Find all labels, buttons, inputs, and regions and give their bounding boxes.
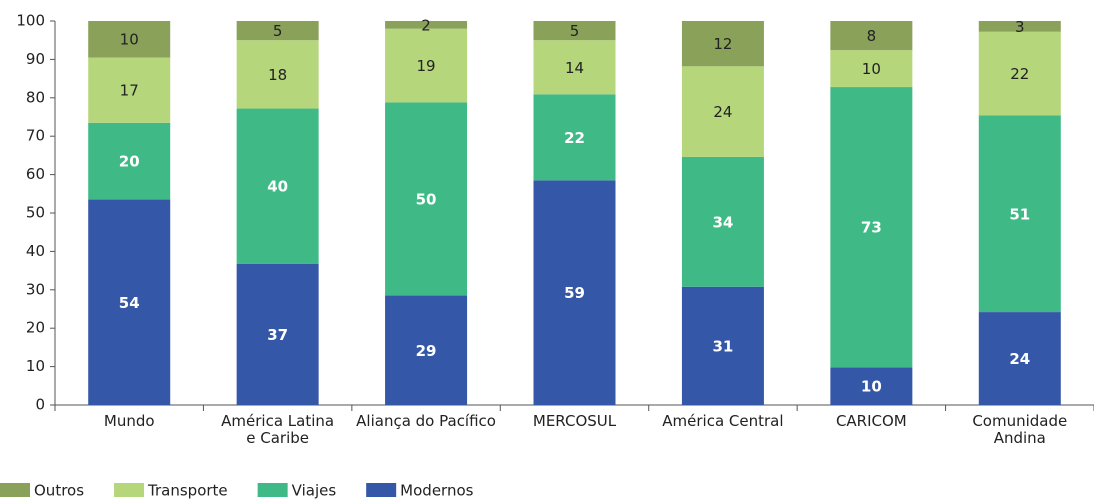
data-label: 2	[421, 16, 431, 34]
bar-segment	[88, 122, 171, 200]
y-tick-label: 60	[26, 165, 45, 183]
data-label: 59	[564, 284, 585, 302]
y-tick-label: 0	[35, 396, 45, 414]
legend-swatch	[257, 483, 288, 497]
legend-label: Transporte	[147, 482, 228, 500]
data-label: 3	[1015, 18, 1025, 36]
x-tick-label-line: América Central	[662, 412, 783, 430]
y-tick-label: 90	[26, 50, 45, 68]
data-label: 14	[565, 59, 584, 77]
data-label: 5	[570, 22, 580, 40]
legend-swatch	[114, 483, 145, 497]
bar-segment	[385, 28, 468, 103]
bar-segment	[830, 87, 913, 368]
bar-segment	[681, 156, 764, 287]
x-tick-label: Comunidade Andina	[972, 412, 1067, 447]
bar-segment	[978, 21, 1061, 32]
x-tick-label: MERCOSUL	[533, 412, 617, 430]
data-label: 12	[713, 35, 732, 53]
bar-segment	[830, 367, 913, 405]
data-label: 24	[713, 103, 732, 121]
data-label: 22	[564, 129, 585, 147]
bar-segment	[681, 66, 764, 157]
bar-segment	[88, 21, 171, 58]
bar-segment	[533, 40, 616, 95]
data-label: 50	[416, 190, 437, 208]
bar-segment	[830, 50, 913, 88]
data-label: 73	[861, 219, 882, 237]
bar-segment	[236, 108, 319, 264]
data-label: 24	[1009, 350, 1030, 368]
bar-segment	[978, 312, 1061, 405]
data-label: 34	[712, 213, 733, 231]
x-tick-label-line: CARICOM	[836, 412, 907, 430]
bar-segment	[978, 115, 1061, 313]
legend-label: Modernos	[400, 482, 473, 500]
bar-segment	[830, 21, 913, 51]
data-label: 8	[867, 27, 877, 45]
data-label: 19	[417, 57, 436, 75]
data-label: 5	[273, 22, 283, 40]
x-tick-label: América Latina e Caribe	[221, 412, 334, 447]
data-label: 10	[862, 60, 881, 78]
x-tick-label-line: América Latina	[221, 412, 334, 430]
data-label: 17	[120, 82, 139, 100]
y-tick-label: 40	[26, 242, 45, 260]
bar-segment	[533, 180, 616, 405]
bar-segment	[236, 40, 319, 109]
x-tick-label-line: Comunidade	[972, 412, 1067, 430]
data-label: 40	[267, 178, 288, 196]
y-tick-label: 30	[26, 280, 45, 298]
y-tick-label: 10	[26, 357, 45, 375]
data-label: 22	[1010, 65, 1029, 83]
x-tick-label: América Central	[662, 412, 783, 430]
data-label: 10	[861, 378, 882, 396]
data-label: 37	[267, 326, 288, 344]
bar-segment	[533, 94, 616, 181]
bar-segment	[385, 295, 468, 405]
bar-segment	[978, 31, 1061, 116]
data-label: 51	[1009, 205, 1030, 223]
y-tick-label: 50	[26, 204, 45, 222]
data-label: 31	[712, 337, 733, 355]
x-tick-label-line: MERCOSUL	[533, 412, 617, 430]
bar-segment	[385, 102, 468, 296]
bar-segment	[681, 286, 764, 405]
bar-segment	[88, 57, 171, 123]
legend-swatch	[0, 483, 30, 497]
x-tick-label: Aliança do Pacífico	[356, 412, 496, 430]
x-tick-label-line: e Caribe	[246, 429, 309, 447]
x-tick-label-line: Aliança do Pacífico	[356, 412, 496, 430]
bar-segment	[533, 21, 616, 41]
data-label: 54	[119, 294, 140, 312]
bar-segment	[236, 21, 319, 41]
legend-label: Viajes	[292, 482, 337, 500]
bar-segment	[681, 21, 764, 67]
bar-segment	[385, 21, 468, 29]
y-tick-label: 100	[16, 12, 45, 30]
data-label: 18	[268, 66, 287, 84]
x-tick-label: Mundo	[104, 412, 155, 430]
data-label: 20	[119, 153, 140, 171]
x-tick-label-line: Mundo	[104, 412, 155, 430]
data-label: 29	[416, 342, 437, 360]
bar-segment	[236, 263, 319, 405]
legend-label: Outros	[34, 482, 84, 500]
y-tick-label: 70	[26, 127, 45, 145]
data-label: 10	[120, 31, 139, 49]
x-tick-label-line: Andina	[994, 429, 1046, 447]
y-tick-label: 80	[26, 88, 45, 106]
legend-swatch	[366, 483, 397, 497]
bar-segment	[88, 199, 171, 405]
y-tick-label: 20	[26, 319, 45, 337]
x-tick-label: CARICOM	[836, 412, 907, 430]
